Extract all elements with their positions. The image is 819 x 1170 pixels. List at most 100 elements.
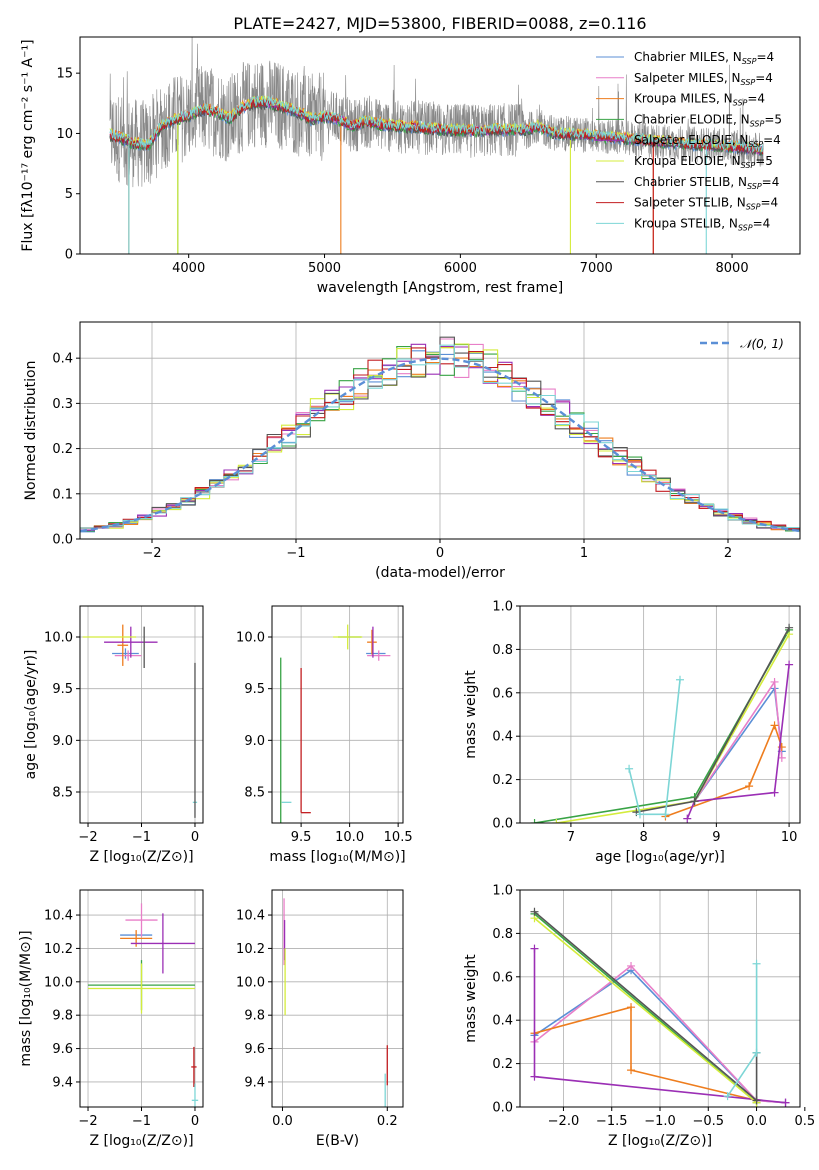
weight-line: [693, 686, 783, 802]
weight-line: [533, 911, 758, 1103]
axes-frame: [79, 321, 801, 540]
weight-marker: [683, 814, 692, 823]
x-tick-label: 8000: [716, 261, 749, 276]
weight-marker: [661, 810, 670, 819]
weight-marker: [530, 1072, 539, 1081]
x-tick-label: −2.0: [548, 1114, 580, 1129]
weight-marker: [781, 1098, 790, 1107]
x-tick-label: 4000: [172, 261, 205, 276]
axes-frame: [271, 605, 404, 824]
weight-marker: [625, 764, 634, 773]
x-axis-label: mass [log₁₀(M/M⊙)]: [269, 849, 405, 865]
weight-marker: [752, 1048, 761, 1057]
legend-label: Chabrier STELIB, NSSP=4: [634, 175, 779, 191]
weight-marker: [627, 961, 636, 970]
legend-label: Kroupa STELIB, NSSP=4: [634, 216, 770, 232]
x-tick-label: 7000: [580, 261, 613, 276]
x-tick-label: 0.0: [746, 1114, 767, 1129]
y-tick-label: 0.2: [492, 1057, 513, 1072]
y-tick-label: 0.6: [492, 970, 513, 985]
weight-marker: [627, 1066, 636, 1075]
y-tick-label: 9.5: [244, 682, 265, 697]
y-tick-label: 0.0: [492, 1101, 513, 1116]
y-tick-label: 9.6: [244, 1042, 265, 1057]
y-tick-label: 0: [65, 248, 73, 263]
x-tick-label: 0: [436, 546, 444, 561]
x-axis-label: (data-model)/error: [375, 565, 505, 581]
observed-spectrum: [109, 37, 764, 188]
weight-marker: [530, 944, 539, 953]
x-tick-label: −2: [78, 830, 97, 845]
x-tick-label: 1: [580, 546, 588, 561]
x-tick-label: 0: [191, 830, 199, 845]
x-axis-label: Z [log₁₀(Z/Z⊙)]: [89, 1133, 193, 1149]
x-tick-label: 6000: [444, 261, 477, 276]
x-tick-label: 9: [712, 830, 720, 845]
histogram-step: [80, 344, 800, 529]
x-tick-label: 8: [639, 830, 647, 845]
weight-marker: [676, 675, 684, 684]
model-line: [109, 94, 764, 153]
x-tick-label: 0.2: [377, 1114, 398, 1129]
legend-label: Kroupa MILES, NSSP=4: [634, 92, 765, 108]
x-axis-label: Z [log₁₀(Z/Z⊙)]: [89, 849, 193, 865]
y-tick-label: 0.8: [492, 927, 513, 942]
weight-marker: [785, 660, 794, 669]
y-tick-label: 0.0: [52, 533, 73, 548]
z-mass-plot-area: [80, 890, 203, 1107]
y-tick-label: 1.0: [492, 884, 513, 899]
y-tick-label: 0.8: [492, 643, 513, 658]
x-tick-label: −1: [132, 830, 151, 845]
weight-line: [534, 1006, 757, 1102]
x-tick-label: 0.5: [794, 1114, 815, 1129]
weight-marker: [690, 797, 699, 806]
x-tick-label: 0.0: [272, 1114, 293, 1129]
x-tick-label: 10.0: [335, 830, 364, 845]
y-tick-label: 0.4: [492, 730, 513, 745]
weight-marker: [752, 959, 761, 968]
weight-line: [534, 629, 790, 823]
y-tick-label: 10.2: [44, 942, 73, 957]
x-axis-label: age [log₁₀(age/yr)]: [595, 849, 725, 865]
weight-marker: [752, 1096, 761, 1105]
weight-marker: [745, 782, 754, 791]
chart-title: PLATE=2427, MJD=53800, FIBERID=0088, z=0…: [233, 14, 646, 33]
y-tick-label: 10.0: [44, 631, 73, 646]
weight-marker: [770, 721, 779, 730]
y-axis-label: Flux [fλ10⁻¹⁷ erg cm⁻² s⁻¹ A⁻¹]: [20, 39, 36, 251]
weight-line: [628, 679, 681, 816]
y-axis-label: age [log₁₀(age/yr)]: [23, 650, 39, 780]
weight-marker: [770, 677, 779, 686]
y-tick-label: 0.4: [52, 352, 73, 367]
z-age-plot-area: [80, 606, 203, 823]
y-tick-label: 9.0: [52, 734, 73, 749]
spectrum-plot-area: [109, 37, 764, 254]
z-weight-panel: −2.0 −1.5 −1.0 −0.5 0.0 0.5 0.0 0.2 0.4 0.6 0.8 1.0…: [463, 884, 815, 1150]
axes-frame: [519, 889, 801, 1108]
y-tick-label: 10.4: [44, 909, 73, 924]
weight-line: [636, 627, 790, 813]
x-axis-label: E(B-V): [316, 1133, 359, 1149]
z-age-panel: −2 −1 0 8.5 9.0 9.5 10.0 Z [log₁₀(Z/Z⊙)] age [lo…: [23, 605, 204, 865]
weight-marker: [770, 788, 779, 797]
spectrum-legend: Chabrier MILES, NSSP=4 Salpeter MILES, NS…: [596, 50, 782, 232]
legend-label: Chabrier MILES, NSSP=4: [634, 50, 774, 66]
z-weight-plot-area: [520, 890, 800, 1107]
y-tick-label: 8.5: [52, 786, 73, 801]
y-axis-label: mass [log₁₀(M/M⊙)]: [18, 930, 34, 1066]
x-tick-label: −2: [78, 1114, 97, 1129]
weight-line: [726, 963, 758, 1097]
y-tick-label: 5: [65, 187, 73, 202]
ebv-mass-panel: 0.0 0.2 9.4 9.6 9.8 10.0 10.2 10.4 E(B-V): [236, 889, 404, 1149]
y-tick-label: 9.5: [52, 682, 73, 697]
y-tick-label: 0.1: [52, 487, 73, 502]
x-tick-label: 2: [724, 546, 732, 561]
y-tick-label: 1.0: [492, 600, 513, 615]
y-axis-label: Normed distribution: [23, 361, 39, 501]
axes-frame: [79, 36, 801, 255]
legend-label: 𝒩(0, 1): [740, 337, 784, 351]
y-tick-label: 10: [56, 127, 73, 142]
mass-age-plot-area: [272, 606, 403, 823]
y-tick-label: 9.4: [244, 1075, 265, 1090]
